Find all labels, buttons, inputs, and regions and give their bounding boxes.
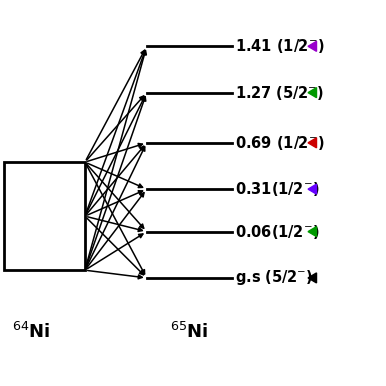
Polygon shape [308,88,317,98]
Polygon shape [308,138,317,148]
Polygon shape [308,227,317,237]
Text: 0.06(1/2$^{-}$): 0.06(1/2$^{-}$) [235,223,319,240]
Text: $^{65}$Ni: $^{65}$Ni [170,322,208,342]
Text: $^{64}$Ni: $^{64}$Ni [12,322,50,342]
Text: 1.27 (5/2$^{-}$): 1.27 (5/2$^{-}$) [235,84,324,102]
Text: 0.69 (1/2$^{-}$): 0.69 (1/2$^{-}$) [235,134,324,152]
Polygon shape [308,184,317,194]
Polygon shape [308,273,317,283]
Text: 0.31(1/2$^{-}$): 0.31(1/2$^{-}$) [235,180,319,198]
Text: g.s (5/2$^{-}$): g.s (5/2$^{-}$) [235,268,313,288]
Text: 1.41 (1/2$^{-}$): 1.41 (1/2$^{-}$) [235,37,324,55]
Polygon shape [308,41,317,51]
